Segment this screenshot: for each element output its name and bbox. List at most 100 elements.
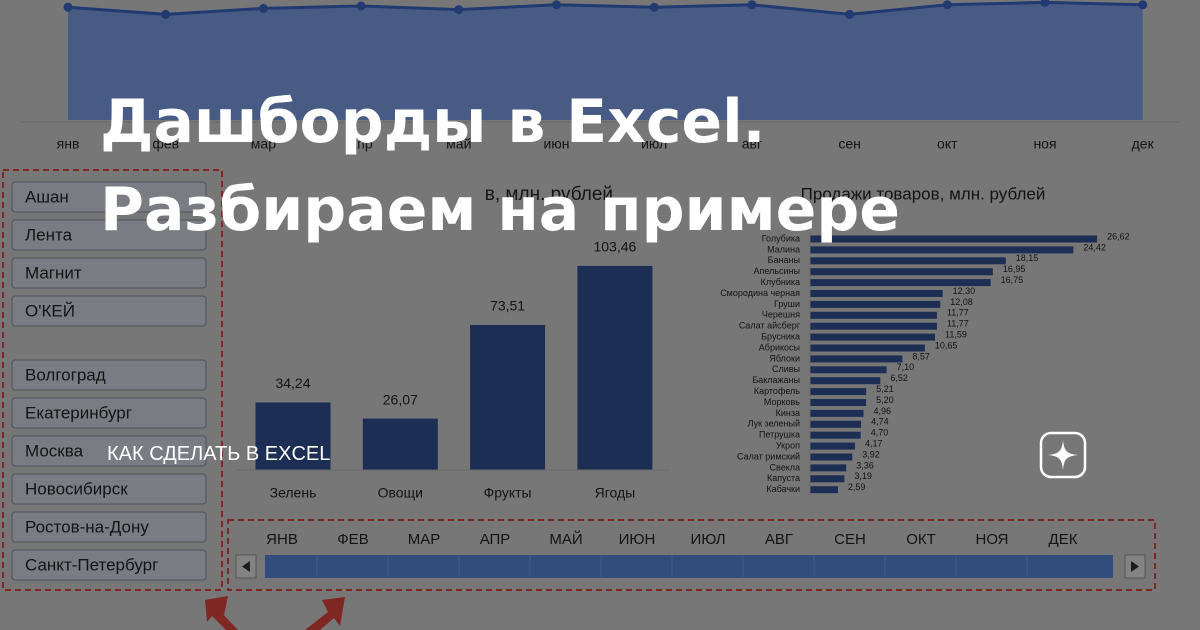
value-label: 12,08 bbox=[950, 297, 973, 307]
value-label: 18,15 bbox=[1016, 253, 1039, 263]
x-tick-label: ноя bbox=[1033, 136, 1056, 152]
value-label: 26,07 bbox=[383, 391, 418, 407]
point bbox=[942, 0, 952, 10]
timeline-month: ФЕВ bbox=[337, 531, 368, 548]
bar bbox=[810, 333, 936, 341]
y-tick-label: Брусника bbox=[761, 331, 800, 341]
x-tick-label: июн bbox=[543, 136, 569, 152]
bar bbox=[810, 409, 864, 417]
bar bbox=[810, 290, 943, 297]
slicer-button[interactable] bbox=[11, 359, 207, 391]
point bbox=[258, 3, 268, 13]
value-label: 10,65 bbox=[935, 340, 958, 350]
y-tick-label: Черешня bbox=[762, 310, 800, 320]
x-tick-label: мар bbox=[251, 136, 276, 152]
y-tick-label: Салат римский bbox=[737, 451, 800, 461]
y-tick-label: Салат айсберг bbox=[739, 321, 801, 331]
arrow bbox=[205, 596, 238, 630]
y-tick-label: Свекла bbox=[770, 462, 800, 472]
x-tick-label: май bbox=[446, 136, 471, 152]
point bbox=[845, 9, 855, 19]
slicer-button[interactable] bbox=[11, 295, 207, 327]
bar bbox=[577, 265, 653, 470]
slicer-label: Екатеринбург bbox=[25, 403, 132, 422]
bar bbox=[810, 257, 1006, 265]
timeline-bar bbox=[265, 555, 1113, 578]
y-tick-label: Апельсины bbox=[754, 266, 801, 276]
value-label: 11,77 bbox=[947, 308, 969, 318]
logo-icon bbox=[1039, 431, 1087, 479]
x-tick-label: сен bbox=[838, 136, 861, 152]
value-label: 3,19 bbox=[854, 471, 872, 481]
y-tick-label: Груши bbox=[774, 299, 800, 309]
point bbox=[63, 2, 73, 12]
bar bbox=[810, 235, 1098, 243]
bar bbox=[810, 311, 937, 319]
slicer-button[interactable] bbox=[11, 257, 207, 289]
bar bbox=[810, 300, 941, 308]
value-label: 103,46 bbox=[593, 239, 636, 255]
y-tick-label: Лук зеленый bbox=[748, 419, 800, 429]
value-label: 8,57 bbox=[912, 351, 930, 361]
point bbox=[1138, 0, 1148, 10]
bar bbox=[810, 246, 1074, 254]
y-tick-label: Капуста bbox=[767, 473, 800, 483]
timeline-month: МАЙ bbox=[549, 530, 582, 548]
x-tick-label: апр bbox=[350, 136, 373, 152]
y-tick-label: Бананы bbox=[768, 255, 800, 265]
value-label: 73,51 bbox=[490, 298, 525, 314]
bar bbox=[810, 442, 855, 450]
value-label: 5,21 bbox=[876, 384, 894, 394]
slicer-button[interactable] bbox=[11, 435, 207, 467]
slicer-button[interactable] bbox=[11, 549, 207, 581]
x-tick-label: окт bbox=[937, 136, 958, 152]
y-tick-label: Яблоки bbox=[769, 353, 800, 363]
value-label: 11,77 bbox=[947, 319, 969, 329]
article-tag[interactable]: КАК СДЕЛАТЬ В EXCEL bbox=[107, 443, 331, 465]
bar bbox=[810, 388, 867, 396]
slicer-label: Магнит bbox=[25, 263, 82, 282]
arrow bbox=[305, 597, 345, 630]
x-tick-label: Зелень bbox=[270, 485, 317, 501]
slicer-button[interactable] bbox=[11, 397, 207, 429]
slicer-label: Ростов-на-Дону bbox=[25, 517, 149, 536]
slicer-button[interactable] bbox=[11, 511, 207, 543]
value-label: 24,42 bbox=[1083, 242, 1106, 252]
value-label: 3,36 bbox=[856, 460, 874, 470]
timeline-month: СЕН bbox=[834, 531, 866, 548]
point bbox=[1040, 0, 1050, 7]
timeline-month: МАР bbox=[408, 531, 441, 548]
timeline-month: ИЮН bbox=[619, 531, 656, 548]
x-tick-label: фев bbox=[152, 136, 179, 152]
bar bbox=[362, 418, 438, 470]
value-label: 4,17 bbox=[865, 438, 883, 448]
slicer-button[interactable] bbox=[11, 219, 207, 251]
y-tick-label: Абрикосы bbox=[759, 342, 800, 352]
point bbox=[649, 2, 659, 12]
timeline-month: ДЕК bbox=[1049, 531, 1078, 548]
chart-title: в, млн. рублей bbox=[485, 184, 613, 205]
y-tick-label: Малина bbox=[767, 244, 800, 254]
value-label: 5,20 bbox=[876, 395, 894, 405]
slicer-button[interactable] bbox=[11, 473, 207, 505]
bar bbox=[810, 344, 925, 352]
value-label: 34,24 bbox=[275, 375, 310, 391]
timeline-frame bbox=[227, 519, 1156, 591]
slicer-label: Лента bbox=[25, 225, 73, 244]
value-label: 2,59 bbox=[848, 482, 866, 492]
x-tick-label: июл bbox=[641, 136, 667, 152]
timeline-month: ОКТ bbox=[906, 531, 936, 548]
timeline-month: АПР bbox=[480, 531, 511, 548]
point bbox=[161, 9, 171, 19]
point bbox=[356, 1, 366, 11]
y-tick-label: Картофель bbox=[754, 386, 800, 396]
value-label: 6,52 bbox=[890, 373, 908, 383]
slicer-label: О'КЕЙ bbox=[25, 301, 75, 320]
bar bbox=[810, 475, 845, 483]
y-tick-label: Укроп bbox=[776, 440, 800, 450]
y-tick-label: Петрушка bbox=[759, 430, 800, 440]
slicer-button[interactable] bbox=[11, 181, 207, 213]
bar bbox=[810, 464, 847, 472]
